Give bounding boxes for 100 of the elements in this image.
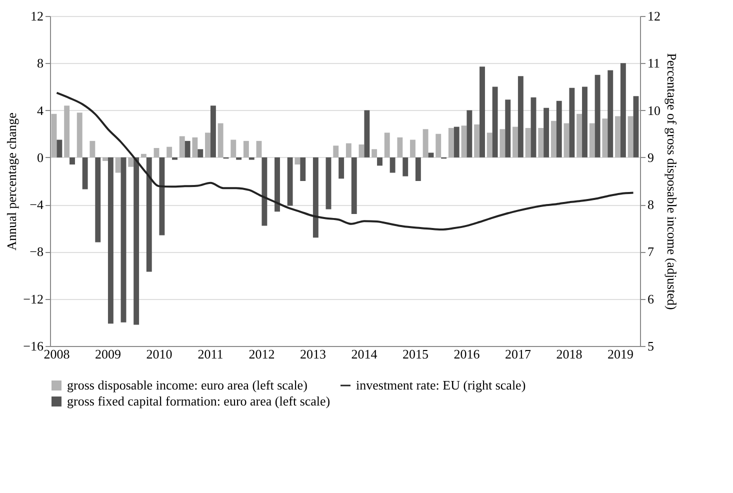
y2-axis-title: Percentage of gross disposable income (adjusted) xyxy=(664,53,680,310)
line-series xyxy=(56,92,634,231)
x-tick-label: 2009 xyxy=(94,346,121,362)
bar xyxy=(422,129,428,158)
bar xyxy=(102,157,108,161)
bar xyxy=(179,136,185,158)
bar xyxy=(236,157,242,160)
bar xyxy=(274,157,280,212)
y-tick-label: −16 xyxy=(23,338,44,354)
bar xyxy=(500,129,506,158)
bar xyxy=(538,128,544,158)
legend-label: gross fixed capital formation: euro area (left scale) xyxy=(67,394,330,408)
legend-label: gross disposable income: euro area (left scale) xyxy=(67,378,308,392)
bar xyxy=(397,137,403,158)
bar xyxy=(364,110,370,158)
bar xyxy=(128,157,134,167)
bar xyxy=(556,100,562,158)
bar xyxy=(628,116,634,158)
bar xyxy=(492,86,498,158)
bar xyxy=(90,140,96,158)
bar xyxy=(402,157,408,176)
bar xyxy=(166,146,172,158)
bar xyxy=(210,106,216,158)
bar xyxy=(615,116,620,158)
y2-tick-label: 8 xyxy=(648,197,654,212)
bar xyxy=(576,114,582,158)
bar xyxy=(230,140,236,158)
y2-tick-label: 6 xyxy=(648,291,654,306)
bar xyxy=(198,149,204,158)
bar xyxy=(64,106,70,158)
bar xyxy=(70,157,75,164)
bar xyxy=(633,96,639,158)
y-tick-label: 8 xyxy=(37,56,44,71)
x-tick-label: 2012 xyxy=(248,346,275,362)
bar xyxy=(184,140,190,158)
bar xyxy=(569,88,575,158)
bar xyxy=(415,157,421,181)
bar xyxy=(351,157,357,214)
bar xyxy=(312,157,318,238)
y2-tick-label: 11 xyxy=(648,56,660,71)
bar xyxy=(159,157,165,236)
bar xyxy=(602,118,608,158)
bar xyxy=(358,144,364,158)
bar xyxy=(454,126,460,158)
x-tick-label: 2018 xyxy=(556,346,582,362)
bar xyxy=(384,132,390,158)
bar xyxy=(338,157,344,179)
y-axis-title: Annual percentage change xyxy=(4,112,20,250)
bar xyxy=(505,100,511,158)
bar xyxy=(466,110,472,158)
bar xyxy=(550,120,556,158)
bar xyxy=(461,126,467,158)
bar xyxy=(512,126,518,158)
bar xyxy=(582,86,588,158)
y2-tick-label: 10 xyxy=(648,102,660,118)
bar xyxy=(294,157,300,164)
x-tick-label: 2011 xyxy=(198,346,224,362)
y-tick-label: 0 xyxy=(37,150,44,165)
x-tick-label: 2013 xyxy=(300,346,326,362)
bar xyxy=(120,157,126,322)
bar xyxy=(326,157,332,210)
bar xyxy=(480,66,485,158)
bar xyxy=(256,140,262,158)
bar xyxy=(377,157,382,166)
bar xyxy=(428,152,434,158)
x-tick-label: 2010 xyxy=(146,346,172,362)
bar xyxy=(115,157,121,173)
bar xyxy=(146,157,152,272)
bar xyxy=(436,134,442,158)
bar xyxy=(518,76,524,158)
y-tick-label: 4 xyxy=(37,102,44,118)
bar xyxy=(76,112,82,158)
bar xyxy=(172,157,178,160)
bar xyxy=(82,157,88,190)
bar xyxy=(410,140,416,158)
y-tick-label: −4 xyxy=(30,197,44,212)
bar xyxy=(243,140,249,158)
bar xyxy=(205,132,210,158)
x-tick-label: 2017 xyxy=(504,346,532,362)
y-tick-label: −8 xyxy=(30,244,44,260)
x-tick-label: 2019 xyxy=(607,346,634,362)
bar xyxy=(620,63,626,158)
bar xyxy=(525,128,531,158)
bar xyxy=(564,123,570,158)
y2-tick-label: 5 xyxy=(648,338,654,354)
bar xyxy=(390,157,396,173)
bar xyxy=(108,157,114,324)
bar xyxy=(346,143,352,158)
y2-tick-label: 9 xyxy=(648,150,654,165)
bar xyxy=(530,97,536,158)
bar xyxy=(486,132,492,158)
bar xyxy=(448,128,454,158)
bar xyxy=(594,74,600,158)
bar xyxy=(262,157,268,226)
bar xyxy=(474,124,480,158)
bar xyxy=(372,149,378,158)
x-tick-label: 2016 xyxy=(454,346,480,362)
bar xyxy=(154,148,160,158)
bar xyxy=(140,154,146,158)
y2-tick-label: 7 xyxy=(648,244,654,260)
